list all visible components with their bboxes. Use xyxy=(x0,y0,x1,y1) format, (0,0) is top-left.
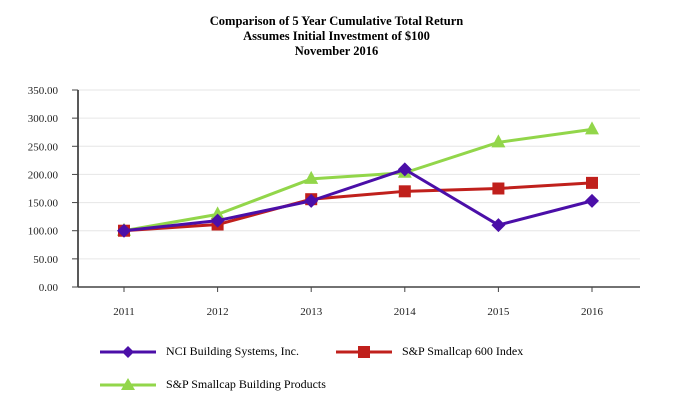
data-point-diamond xyxy=(585,193,599,208)
series-line xyxy=(123,127,593,233)
chart-title-block: Comparison of 5 Year Cumulative Total Re… xyxy=(0,14,673,59)
y-tick-label: 50.00 xyxy=(33,254,58,266)
data-point-square xyxy=(398,185,411,198)
series-line xyxy=(123,181,593,233)
data-point-triangle xyxy=(210,206,225,220)
x-tick-label: 2014 xyxy=(394,306,417,318)
legend-label-nci: NCI Building Systems, Inc. xyxy=(166,344,300,358)
legend-item-building-products: S&P Smallcap Building Products xyxy=(100,377,326,392)
y-tick-label: 0.00 xyxy=(39,282,59,294)
data-point-diamond xyxy=(491,218,506,233)
series-line xyxy=(123,167,593,233)
x-tick-label: 2016 xyxy=(581,306,604,318)
y-tick-label: 150.00 xyxy=(28,198,59,210)
data-point-triangle xyxy=(491,134,506,148)
series-diamond xyxy=(117,162,599,238)
y-tick-label: 250.00 xyxy=(28,141,59,153)
data-point-diamond xyxy=(117,223,131,238)
data-point-triangle xyxy=(585,121,599,135)
x-tick-label: 2011 xyxy=(113,306,135,318)
chart-subtitle-2: November 2016 xyxy=(294,44,379,58)
data-point-square xyxy=(492,182,505,195)
x-axis-ticks: 2011 2012 2013 2014 2015 2016 xyxy=(113,287,604,318)
chart-subtitle-1: Assumes Initial Investment of $100 xyxy=(243,29,430,43)
legend-square-marker-icon xyxy=(336,345,392,358)
data-point-diamond xyxy=(304,193,319,208)
y-axis-ticks: 0.00 50.00 100.00 150.00 200.00 250.00 300.00 3… xyxy=(28,85,78,294)
legend-triangle-marker-icon xyxy=(100,377,156,390)
data-point-square xyxy=(586,176,598,189)
legend-label-building-products: S&P Smallcap Building Products xyxy=(166,377,326,391)
legend-item-sp600: S&P Smallcap 600 Index xyxy=(336,344,523,359)
y-tick-label: 350.00 xyxy=(28,85,59,97)
chart-title: Comparison of 5 Year Cumulative Total Re… xyxy=(209,14,464,28)
series-group xyxy=(117,121,599,238)
x-tick-label: 2012 xyxy=(207,306,229,318)
legend-item-nci: NCI Building Systems, Inc. xyxy=(100,344,299,359)
legend-diamond-marker-icon xyxy=(100,345,156,358)
x-tick-label: 2015 xyxy=(487,306,510,318)
legend-label-sp600: S&P Smallcap 600 Index xyxy=(402,344,524,358)
y-tick-label: 100.00 xyxy=(28,226,59,238)
data-point-diamond xyxy=(210,213,225,228)
axes xyxy=(77,90,640,288)
data-point-diamond xyxy=(397,162,412,177)
y-tick-label: 300.00 xyxy=(28,113,59,125)
y-tick-label: 200.00 xyxy=(28,169,59,181)
data-point-triangle xyxy=(304,170,319,184)
x-tick-label: 2013 xyxy=(300,306,323,318)
